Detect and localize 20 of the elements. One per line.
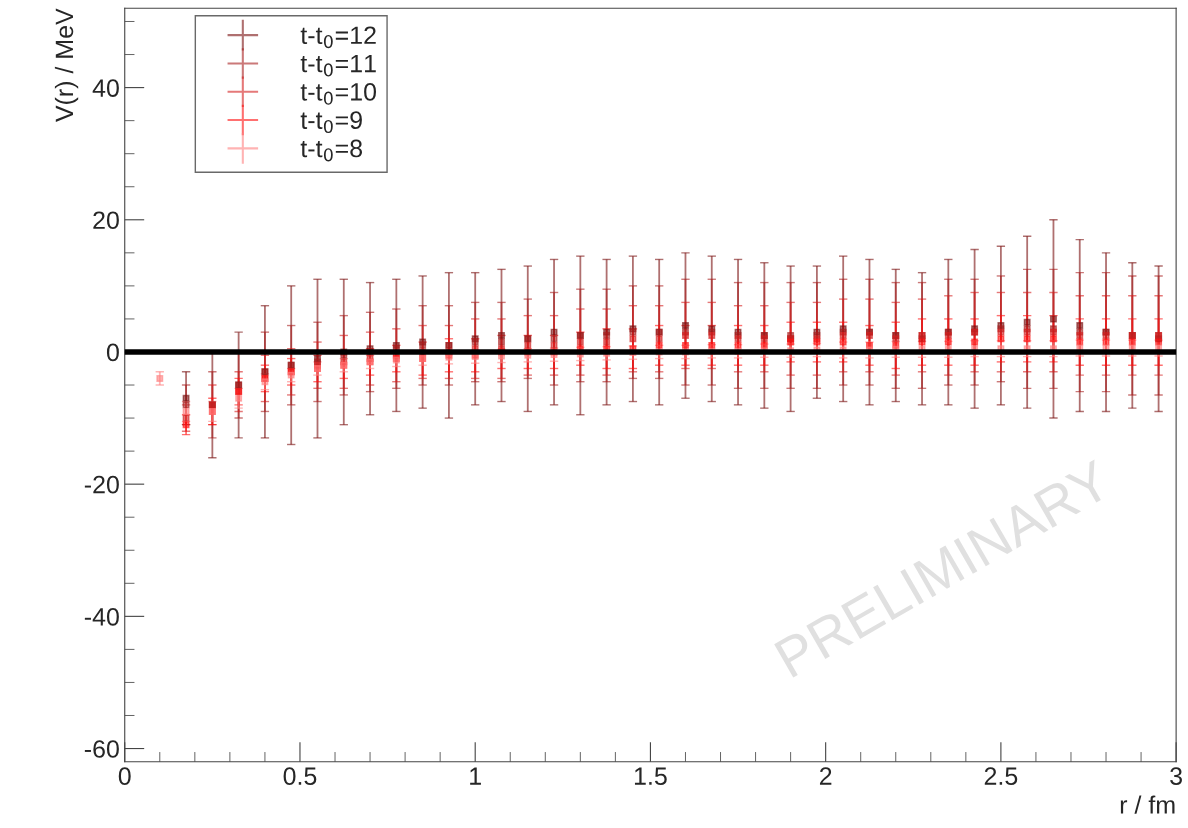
y-tick-label: 20 [93,211,119,230]
x-tick-label: 1 [470,767,481,785]
x-tick-label: 1.5 [634,767,667,785]
legend-label: t-t$_{0}$=11 [300,54,376,77]
y-tick-label: -20 [84,475,119,494]
legend-label: t-t$_{0}$=8 [300,139,363,162]
y-tick-label: 40 [92,79,119,97]
x-tick-label: 0 [118,767,131,785]
y-tick-label: 0 [106,343,119,362]
y-tick-label: -40 [84,607,119,626]
y-axis-title: V(r) / MeV [54,8,79,123]
x-tick-label: 2.5 [984,767,1018,785]
legend-label: t-t$_{0}$=9 [300,111,362,134]
legend-label: t-t$_{0}$=10 [300,83,377,105]
x-tick-label: 2 [819,767,832,785]
legend-label: t-t$_{0}$=12 [300,26,376,49]
y-tick-label: -60 [84,740,119,758]
x-tick-label: 3 [1170,767,1182,785]
x-tick-label: 0.5 [283,767,317,785]
x-axis-title: r / fm [1120,795,1175,814]
